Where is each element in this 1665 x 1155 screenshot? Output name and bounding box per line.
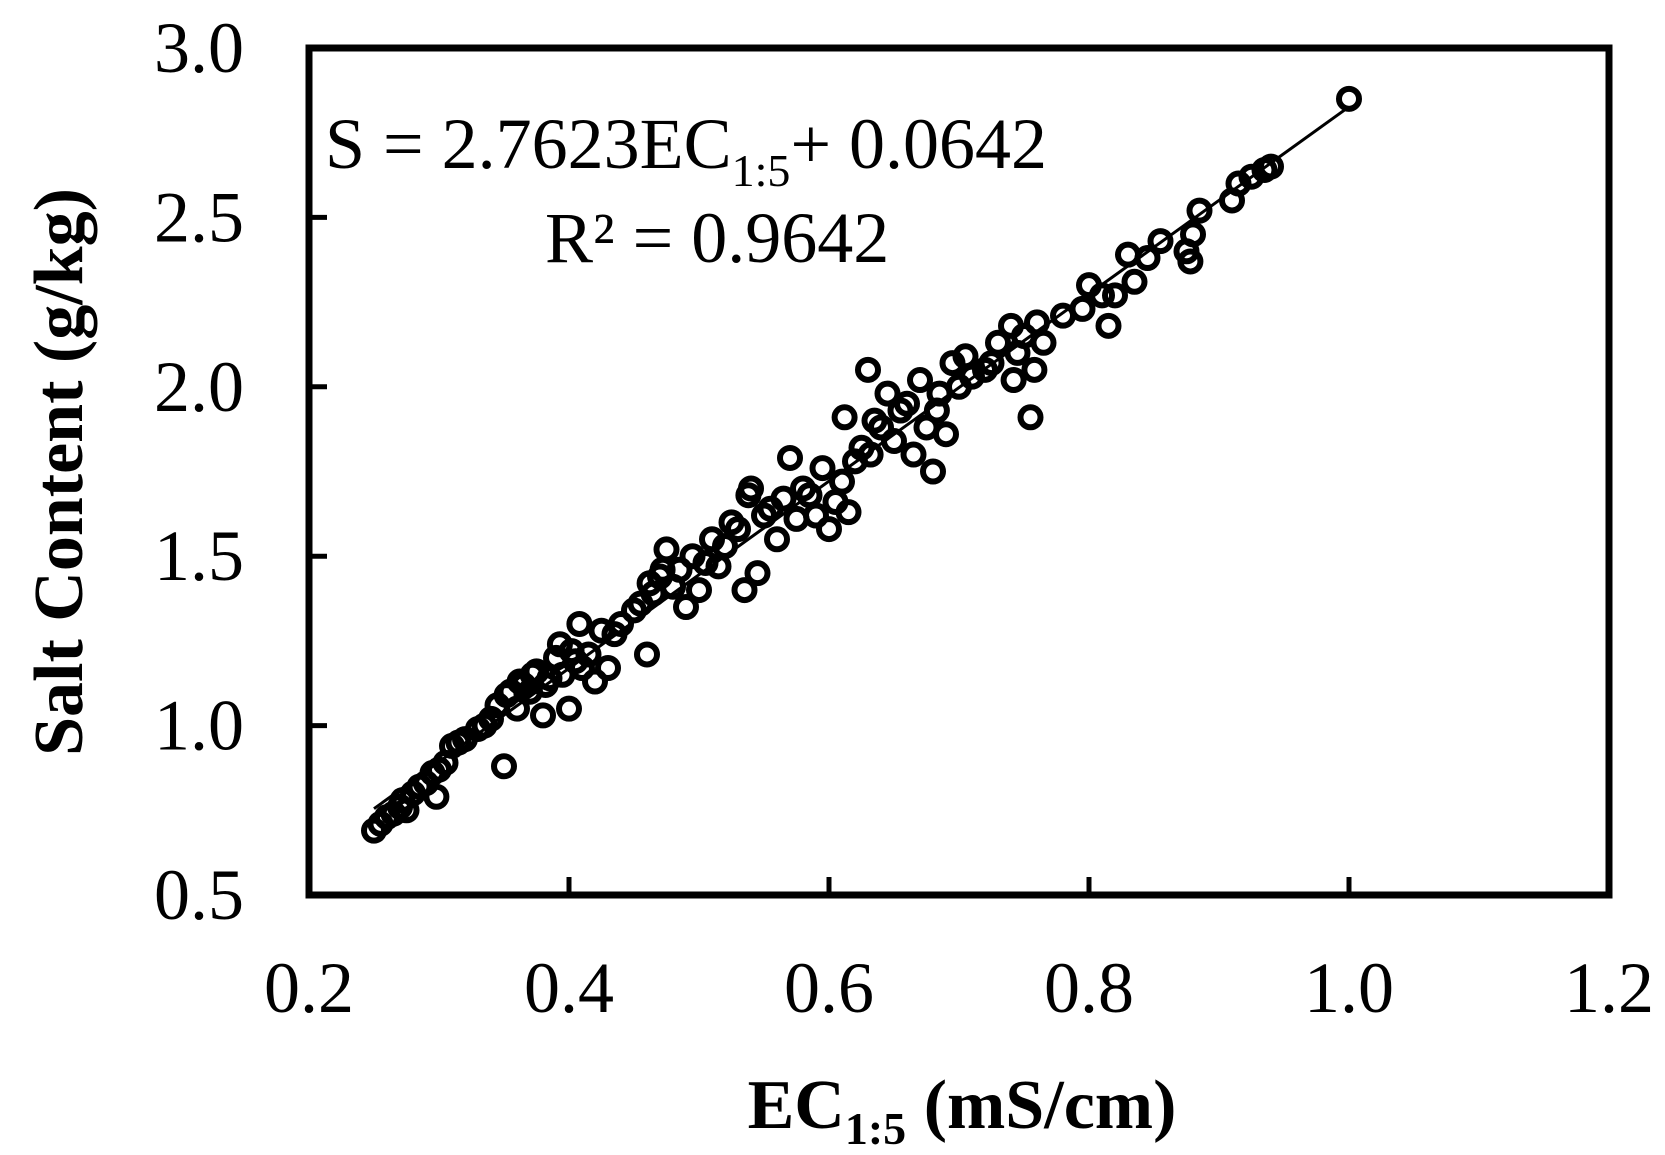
equation-lhs: S = 2.7623EC (325, 104, 732, 184)
data-point (816, 516, 842, 543)
data-point (738, 475, 764, 502)
y-tick-label: 1.5 (154, 516, 244, 596)
plot-marks (361, 85, 1362, 844)
data-point (686, 577, 712, 604)
x-axis-ticks: 0.2 0.4 0.6 0.8 1.0 1.2 (264, 877, 1654, 1028)
x-axis-title-subscript: 1:5 (845, 1103, 906, 1154)
y-axis-ticks: 0.5 1.0 1.5 2.0 2.5 3.0 (154, 8, 327, 935)
data-point (608, 610, 634, 637)
y-tick-label: 2.0 (154, 347, 244, 427)
data-point (933, 421, 959, 448)
equation-rhs: + 0.0642 (790, 104, 1047, 184)
data-point (1021, 356, 1048, 383)
equation-annotation: S = 2.7623EC1:5+ 0.0642 (325, 104, 1047, 196)
data-point (835, 499, 862, 526)
x-tick-label: 0.2 (264, 948, 354, 1028)
data-point (874, 380, 901, 407)
data-point (1258, 153, 1284, 180)
data-point (1069, 295, 1096, 322)
y-tick-label: 0.5 (154, 855, 244, 935)
x-axis-title-main: EC (748, 1067, 845, 1144)
data-point (731, 577, 758, 604)
data-point (881, 428, 907, 455)
data-point (1121, 268, 1148, 295)
data-point (556, 695, 582, 722)
data-point (712, 533, 738, 560)
y-tick-label: 3.0 (154, 8, 244, 88)
y-axis-title: Salt Content (g/kg) (21, 188, 98, 756)
data-point (855, 356, 881, 383)
data-point (1030, 329, 1057, 356)
data-point (803, 502, 829, 529)
data-point (1147, 228, 1174, 255)
data-point (575, 641, 602, 668)
data-point (1180, 221, 1206, 248)
data-point (1000, 367, 1027, 394)
data-point (777, 444, 803, 471)
data-point (1134, 245, 1161, 272)
data-point (809, 455, 836, 482)
plot-frame (305, 44, 1613, 899)
data-point (829, 468, 855, 495)
x-tick-label: 0.4 (524, 948, 614, 1028)
data-point (985, 329, 1011, 356)
data-point (868, 414, 894, 441)
x-tick-label: 0.8 (1044, 948, 1134, 1028)
data-point (900, 441, 927, 468)
data-point (423, 783, 450, 810)
data-point (725, 516, 751, 543)
data-point (582, 668, 608, 695)
y-tick-label: 1.0 (154, 686, 244, 766)
data-point (764, 526, 790, 553)
data-point (692, 549, 719, 576)
x-axis-title: EC1:5 (mS/cm) (748, 1067, 1177, 1154)
x-tick-label: 1.0 (1304, 948, 1394, 1028)
data-point (1089, 282, 1115, 309)
data-point (831, 404, 858, 431)
data-point (634, 641, 660, 668)
data-point (595, 655, 621, 682)
data-point (920, 458, 946, 485)
data-point (566, 610, 593, 637)
data-point (770, 485, 797, 512)
data-point (907, 367, 933, 394)
y-tick-label: 2.5 (154, 177, 244, 257)
data-point (1186, 197, 1213, 224)
r-squared-annotation: R² = 0.9642 (545, 198, 889, 278)
x-tick-label: 1.2 (1564, 948, 1654, 1028)
data-point (894, 390, 920, 417)
data-point (666, 556, 693, 583)
data-point (1102, 282, 1128, 309)
data-point (504, 695, 530, 722)
data-point (744, 560, 771, 587)
x-tick-label: 0.6 (784, 948, 874, 1028)
data-point (857, 441, 884, 468)
data-point (530, 702, 556, 729)
data-point (1017, 404, 1044, 431)
data-point (1177, 248, 1204, 275)
equation-subscript: 1:5 (732, 145, 791, 196)
data-point (673, 594, 699, 621)
data-point (491, 753, 517, 780)
x-axis-title-unit: (mS/cm) (906, 1067, 1176, 1144)
data-point (653, 536, 680, 563)
data-point (1336, 85, 1362, 112)
data-point (1095, 312, 1122, 339)
